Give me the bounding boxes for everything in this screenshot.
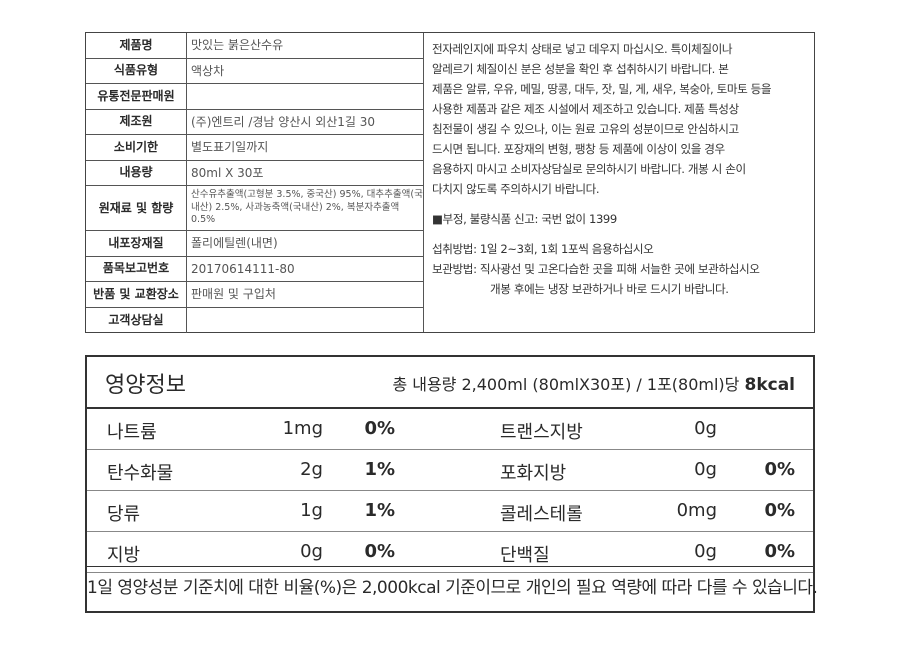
serving-text: 총 내용량 2,400ml (80mlX30포) / 1포(80ml)당 [392, 375, 740, 394]
nutrient-amount: 0g [300, 541, 323, 562]
nutrient-percent: 0% [364, 541, 395, 562]
info-label: 내용량 [86, 160, 187, 185]
info-label: 식품유형 [86, 58, 187, 83]
storage-line: 개봉 후에는 냉장 보관하거나 바로 드시기 바랍니다. [490, 282, 729, 296]
nutrient-amount: 2g [300, 459, 323, 480]
nutrient-name: 지방 [107, 545, 141, 566]
info-label: 품목보고번호 [86, 256, 187, 281]
nutrient-amount: 0g [694, 418, 717, 439]
info-label: 원재료 및 함량 [86, 186, 187, 230]
info-row: 고객상담실 [86, 307, 423, 334]
nutrient-percent: 1% [364, 459, 395, 480]
nutrient-name: 트랜스지방 [500, 422, 583, 443]
nutrition-row: 탄수화물 2g 1% 포화지방 0g 0% [87, 450, 813, 491]
info-label: 유통전문판매원 [86, 84, 187, 109]
info-label: 소비기한 [86, 135, 187, 160]
info-value [187, 308, 423, 334]
storage-line: 보관방법: 직사광선 및 고온다습한 곳을 피해 서늘한 곳에 보관하십시오 [432, 262, 760, 276]
info-label: 내포장재질 [86, 231, 187, 256]
notice-line: 사용한 제품과 같은 제조 시설에서 제조하고 있습니다. 제품 특성상 [432, 102, 739, 116]
info-row: 유통전문판매원 [86, 84, 423, 110]
nutrition-row: 지방 0g 0% 단백질 0g 0% [87, 532, 813, 573]
info-value [187, 84, 423, 109]
nutrition-box: 영양정보 총 내용량 2,400ml (80mlX30포) / 1포(80ml)… [85, 355, 818, 613]
info-value: 판매원 및 구입처 [191, 287, 276, 302]
nutrient-name: 단백질 [500, 545, 550, 566]
notice-line: 다치지 않도록 주의하시기 바랍니다. [432, 182, 600, 196]
nutrient-amount: 1mg [282, 418, 323, 439]
intake-line: 섭취방법: 1일 2~3회, 1회 1포씩 음용하십시오 [432, 242, 654, 256]
kcal: 8kcal [744, 375, 795, 395]
notice-line: 드시면 됩니다. 포장재의 변형, 팽창 등 제품에 이상이 있을 경우 [432, 142, 725, 156]
nutrient-name: 나트륨 [107, 422, 157, 443]
nutrient-percent: 0% [764, 459, 795, 480]
info-row: 내용량 80ml X 30포 [86, 160, 423, 186]
info-row: 제조원 (주)엔트리 /경남 양산시 외산1길 30 [86, 109, 423, 135]
info-row: 제품명 맛있는 붉은산수유 [86, 33, 423, 59]
info-value: 80ml X 30포 [191, 165, 264, 180]
notice-line: 음용하지 마시고 소비자상담실로 문의하시기 바랍니다. 개봉 시 손이 [432, 162, 746, 176]
info-row: 소비기한 별도표기일까지 [86, 135, 423, 161]
nutrient-percent: 0% [764, 500, 795, 521]
info-label: 반품 및 교환장소 [86, 282, 187, 307]
nutrient-name: 당류 [107, 504, 141, 525]
info-value: (주)엔트리 /경남 양산시 외산1길 30 [191, 114, 376, 129]
notice-line: 제품은 알류, 우유, 메밀, 땅콩, 대두, 잣, 밀, 게, 새우, 복숭아… [432, 82, 772, 96]
nutrient-amount: 0g [694, 541, 717, 562]
nutrient-name: 포화지방 [500, 463, 567, 484]
info-value: 별도표기일까지 [191, 140, 269, 155]
nutrient-amount: 0mg [676, 500, 717, 521]
notice-line: 알레르기 체질이신 분은 성분을 확인 후 섭취하시기 바랍니다. 본 [432, 62, 729, 76]
info-label: 제조원 [86, 109, 187, 134]
info-label: 고객상담실 [86, 307, 187, 333]
info-row: 내포장재질 폴리에틸렌(내면) [86, 231, 423, 257]
serving: 총 내용량 2,400ml (80mlX30포) / 1포(80ml)당 8kc… [392, 371, 795, 395]
info-label: 제품명 [86, 33, 187, 58]
nutrient-percent: 1% [364, 500, 395, 521]
nutrient-percent: 0% [364, 418, 395, 439]
nutrition-title: 영양정보 [105, 373, 186, 398]
info-value: 액상차 [191, 63, 225, 78]
info-row: 품목보고번호 20170614111-80 [86, 256, 423, 282]
nutrition-footer: 1일 영양성분 기준치에 대한 비율(%)은 2,000kcal 기준이므로 개… [87, 566, 818, 611]
nutrition-row: 나트륨 1mg 0% 트랜스지방 0g [87, 409, 813, 450]
nutrient-amount: 0g [694, 459, 717, 480]
nutrition-row: 당류 1g 1% 콜레스테롤 0mg 0% [87, 491, 813, 532]
info-value: 폴리에틸렌(내면) [191, 236, 278, 251]
notice-line: 전자레인지에 파우치 상태로 넣고 데우지 마십시오. 특이체질이나 [432, 42, 733, 56]
report-line: ■부정, 불량식품 신고: 국번 없이 1399 [432, 212, 617, 226]
info-value: 20170614111-80 [191, 261, 295, 276]
nutrient-name: 탄수화물 [107, 463, 174, 484]
notice-line: 침전물이 생길 수 있으나, 이는 원료 고유의 성분이므로 안심하시고 [432, 122, 739, 136]
nutrient-name: 콜레스테롤 [500, 504, 583, 525]
info-row: 식품유형 액상차 [86, 58, 423, 84]
info-value: 맛있는 붉은산수유 [191, 38, 284, 53]
info-value: 산수유추출액(고형분 3.5%, 중국산) 95%, 대추추출액(국내산) 2.… [191, 188, 423, 226]
info-row: 반품 및 교환장소 판매원 및 구입처 [86, 282, 423, 308]
nutrient-amount: 1g [300, 500, 323, 521]
nutrition-rows: 나트륨 1mg 0% 트랜스지방 0g 탄수화물 2g 1% 포화지방 0g 0% 당류 1g 1% 콜레스… [87, 409, 813, 573]
nutrient-percent: 0% [764, 541, 795, 562]
info-row: 원재료 및 함량 산수유추출액(고형분 3.5%, 중국산) 95%, 대추추출액… [86, 186, 423, 231]
nutrition-header: 영양정보 총 내용량 2,400ml (80mlX30포) / 1포(80ml)… [87, 357, 813, 409]
